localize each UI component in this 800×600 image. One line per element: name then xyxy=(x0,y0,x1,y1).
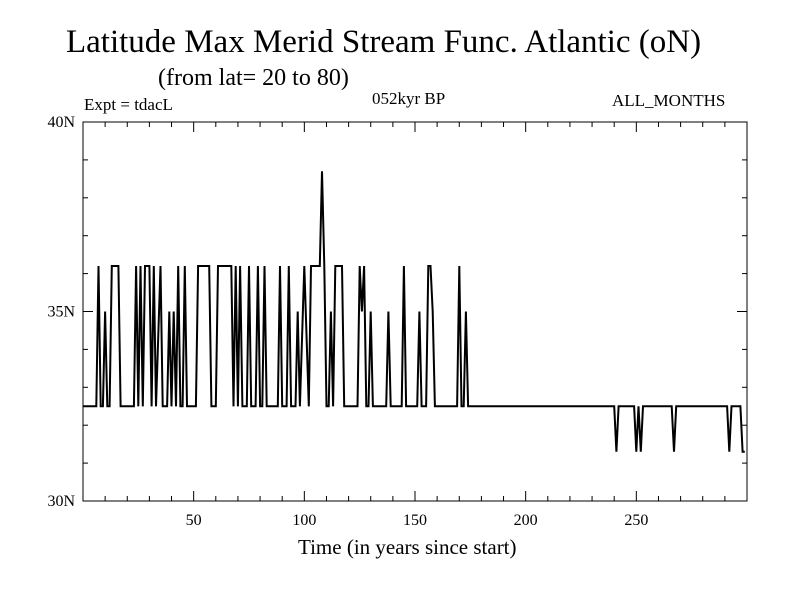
x-axis-label: Time (in years since start) xyxy=(298,535,517,559)
plot-frame xyxy=(82,121,748,502)
y-tick-label: 35N xyxy=(47,304,75,321)
series-group xyxy=(83,171,745,453)
x-tick-label: 150 xyxy=(403,512,427,529)
months-label: ALL_MONTHS xyxy=(612,91,726,110)
period-label: 052kyr BP xyxy=(372,89,446,108)
series-line xyxy=(83,171,745,453)
x-tick-label: 200 xyxy=(514,512,538,529)
x-tick-label: 50 xyxy=(186,512,202,529)
x-tick-label: 100 xyxy=(292,512,316,529)
experiment-label: Expt = tdacL xyxy=(84,95,173,114)
x-tick-label: 250 xyxy=(624,512,648,529)
y-tick-label: 30N xyxy=(47,493,75,510)
axes: 50 100 150 200 250 30N 35N 40N xyxy=(47,114,748,529)
chart-subtitle: (from lat= 20 to 80) xyxy=(158,65,349,91)
y-tick-label: 40N xyxy=(47,114,75,131)
chart-title: Latitude Max Merid Stream Func. Atlantic… xyxy=(66,24,702,60)
